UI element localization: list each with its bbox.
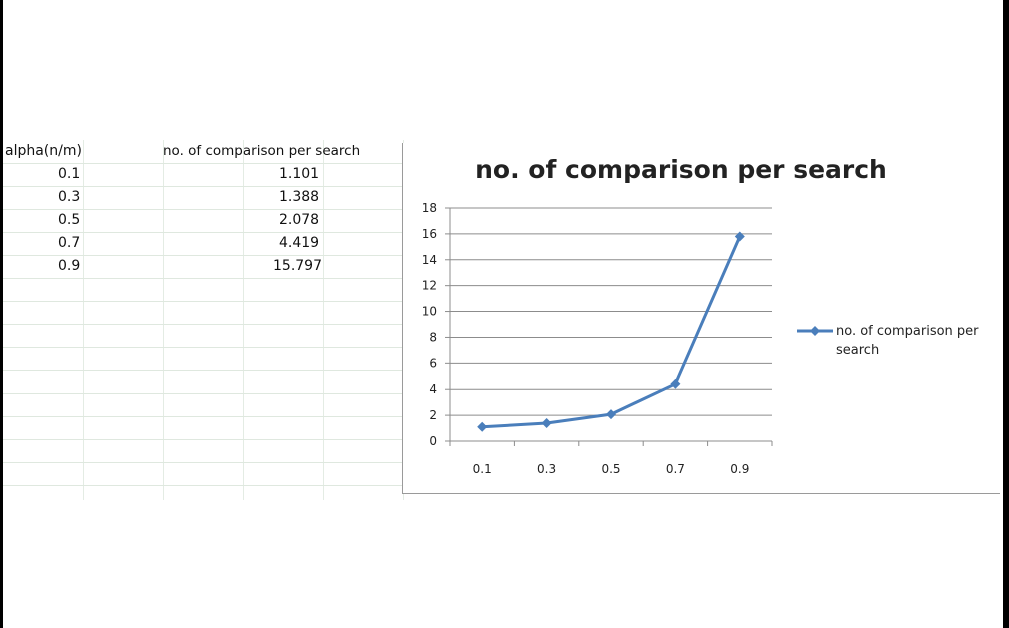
y-tick-label: 10	[422, 305, 437, 319]
alpha-cell[interactable]: 0.5	[58, 212, 81, 228]
header-alpha[interactable]: alpha(n/m)	[5, 143, 82, 159]
y-tick-label: 12	[422, 279, 437, 293]
column-divider	[83, 140, 84, 500]
x-tick-label: 0.3	[537, 462, 556, 476]
data-point-marker	[734, 231, 745, 242]
data-point-marker	[477, 421, 488, 432]
table-header-row: alpha(n/m) no. of comparison per search	[3, 140, 403, 164]
table-row	[3, 393, 403, 417]
window-edge-right	[1003, 0, 1009, 628]
x-tick-label: 0.7	[666, 462, 685, 476]
y-tick-label: 4	[429, 382, 437, 396]
alpha-cell[interactable]: 0.9	[58, 258, 81, 274]
x-tick-label: 0.1	[473, 462, 492, 476]
legend-label-line1: no. of comparison per	[836, 324, 979, 339]
value-cell[interactable]: 1.101	[279, 166, 320, 182]
table-row	[3, 439, 403, 463]
y-tick-label: 18	[422, 201, 437, 215]
data-point-marker	[606, 409, 616, 420]
table-row	[3, 347, 403, 371]
alpha-cell[interactable]: 0.3	[58, 189, 81, 205]
legend-label-line2: search	[836, 343, 880, 358]
table-row: 0.9 15.797	[3, 255, 403, 279]
y-tick-label: 6	[429, 356, 437, 370]
y-tick-label: 16	[422, 227, 437, 241]
table-row	[3, 416, 403, 440]
y-tick-label: 14	[422, 253, 437, 267]
y-tick-label: 8	[429, 330, 437, 344]
data-point-marker	[670, 378, 681, 389]
table-row: 0.3 1.388	[3, 186, 403, 210]
x-tick-label: 0.9	[730, 462, 749, 476]
alpha-cell[interactable]: 0.1	[58, 166, 81, 182]
table-row	[3, 324, 403, 348]
legend-label: no. of comparison per search	[836, 322, 996, 360]
y-tick-label: 0	[429, 434, 437, 448]
header-comparisons[interactable]: no. of comparison per search	[163, 143, 361, 159]
legend-marker	[810, 326, 820, 336]
table-row: 0.5 2.078	[3, 209, 403, 233]
table-row	[3, 462, 403, 486]
table-row: 0.1 1.101	[3, 163, 403, 187]
table-row: 0.7 4.419	[3, 232, 403, 256]
column-divider	[163, 140, 164, 500]
table-row	[3, 370, 403, 394]
value-cell[interactable]: 4.419	[279, 235, 320, 251]
spreadsheet-grid: alpha(n/m) no. of comparison per search …	[3, 140, 1003, 500]
column-divider	[323, 140, 324, 500]
value-cell[interactable]: 1.388	[279, 189, 320, 205]
x-tick-label: 0.5	[601, 462, 620, 476]
y-tick-label: 2	[429, 408, 437, 422]
chart-area[interactable]	[402, 143, 1000, 494]
value-cell[interactable]: 2.078	[279, 212, 320, 228]
table-row	[3, 278, 403, 302]
alpha-cell[interactable]: 0.7	[58, 235, 81, 251]
value-cell[interactable]: 15.797	[273, 258, 322, 274]
chart-title: no. of comparison per search	[475, 155, 887, 184]
data-point-marker	[541, 418, 552, 429]
table-row	[3, 301, 403, 325]
series-line	[482, 235, 742, 429]
column-divider	[243, 140, 244, 500]
window-edge-left	[0, 0, 3, 628]
